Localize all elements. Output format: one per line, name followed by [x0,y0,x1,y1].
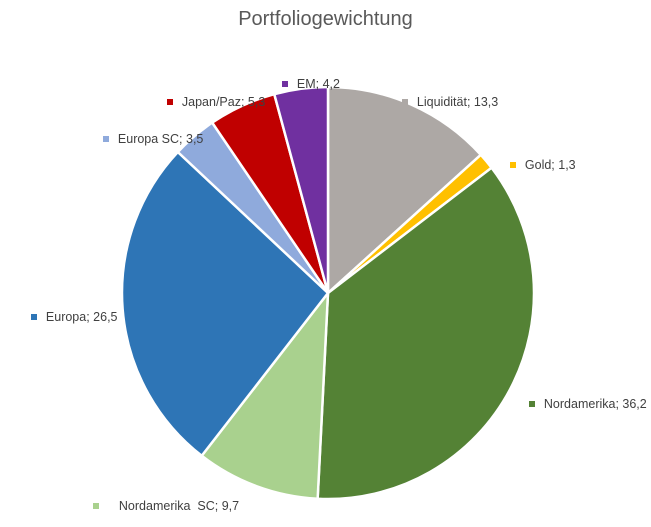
legend-swatch [509,161,516,168]
legend-swatch [30,313,37,320]
pie-chart: Portfoliogewichtung Liquidität; 13,3 Gol… [17,8,647,513]
chart-title: Portfoliogewichtung [238,8,413,30]
data-label-nordamerika-sc: Nordamerika SC; 9,7 [79,485,239,527]
data-label-liquiditaet: Liquidität; 13,3 [388,81,498,123]
data-label-nordamerika: Nordamerika; 36,2 [515,383,647,425]
legend-swatch [401,98,408,105]
pie-slice-europa [120,150,330,458]
legend-swatch [166,98,173,105]
pie-slice-nordamerika-sc [200,291,330,500]
data-label-europa-sc: Europa SC; 3,5 [89,118,203,160]
pie-slice-nordamerika [316,166,536,501]
legend-swatch [92,502,99,509]
data-label-europa: Europa; 26,5 [17,296,118,338]
pie-slice-liquidit-t [326,85,483,295]
legend-swatch [281,80,288,87]
legend-swatch [102,135,109,142]
pie-slice-em [273,85,330,295]
pie-plot-area [120,85,536,501]
data-label-em: EM; 4,2 [268,63,340,105]
data-label-gold: Gold; 1,3 [496,144,576,186]
legend-swatch [528,400,535,407]
data-label-japan-paz: Japan/Paz; 5,3 [153,81,265,123]
